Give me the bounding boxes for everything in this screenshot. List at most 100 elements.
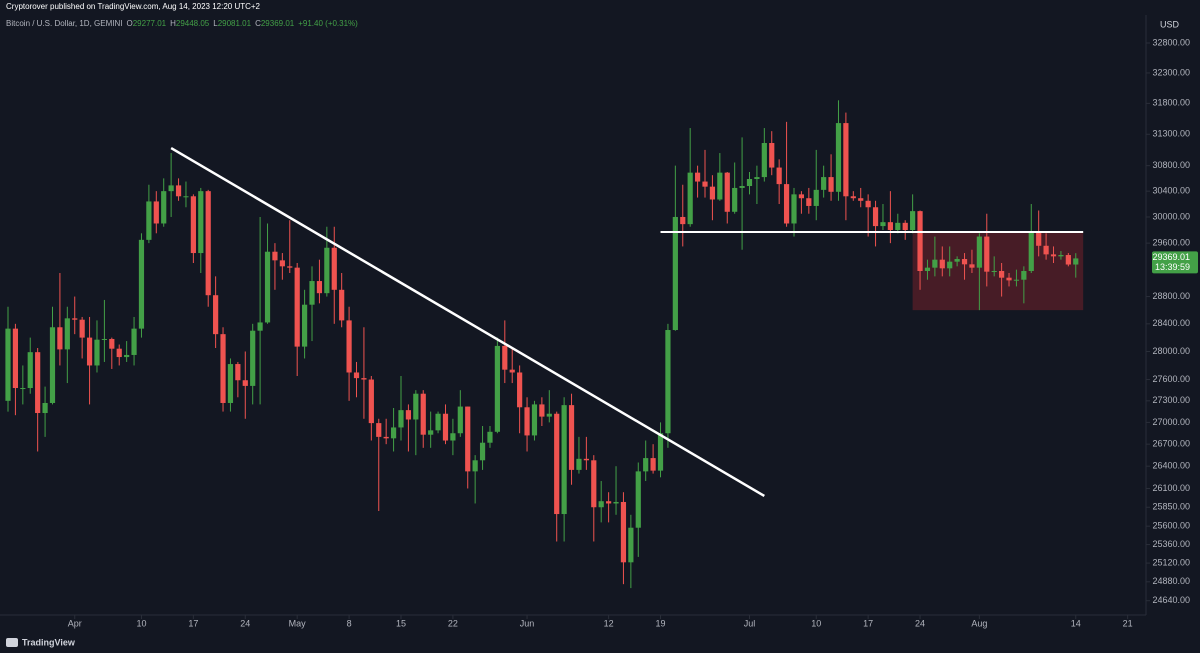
candle-body — [368, 379, 374, 424]
candle-body — [576, 458, 582, 470]
candle-body — [227, 364, 234, 403]
candle-body — [1043, 245, 1049, 255]
candle-body — [606, 501, 612, 504]
candle-body — [86, 337, 93, 366]
candle-body — [183, 196, 189, 198]
x-tick-label: 8 — [347, 618, 352, 628]
y-tick-label: 25120.00 — [1152, 557, 1190, 567]
candle-body — [494, 345, 500, 432]
candle-body — [887, 222, 893, 231]
y-tick-label: 25600.00 — [1152, 521, 1190, 531]
x-tick-label: 10 — [811, 618, 821, 628]
candle-body — [806, 198, 812, 206]
candle-body — [850, 196, 856, 199]
candle-body — [12, 328, 19, 389]
y-tick-label: 26700.00 — [1152, 439, 1190, 449]
candle-body — [376, 423, 382, 437]
candle-body — [798, 194, 805, 199]
y-tick-label: 31300.00 — [1152, 129, 1190, 139]
candle-body — [1073, 258, 1079, 265]
candle-body — [94, 339, 100, 366]
candle-body — [153, 201, 159, 224]
publisher: Cryptorover published on TradingView.com… — [6, 2, 261, 11]
candle-body — [264, 251, 271, 323]
candle-body — [502, 345, 508, 370]
x-tick-label: 22 — [448, 618, 458, 628]
candle-body — [279, 260, 285, 267]
candle-body — [561, 405, 567, 515]
candle-body — [479, 442, 486, 461]
candle-body — [947, 261, 953, 269]
candle-body — [79, 319, 85, 338]
candle-body — [57, 327, 63, 350]
candle-body — [331, 247, 337, 290]
y-tick-label: 28000.00 — [1152, 346, 1190, 356]
range-box — [912, 231, 1084, 311]
candle-body — [116, 348, 122, 358]
y-tick-label: 30400.00 — [1152, 186, 1190, 196]
symbol: Bitcoin / U.S. Dollar, 1D, GEMINI — [6, 19, 122, 28]
candle-body — [932, 259, 938, 268]
candle-body — [124, 354, 130, 358]
y-tick-label: 24640.00 — [1152, 595, 1190, 605]
candle-body — [591, 460, 597, 508]
candle-body — [64, 318, 70, 350]
candle-body — [694, 172, 701, 182]
candle-body — [554, 413, 560, 515]
candle-body — [835, 123, 842, 192]
candle-body — [976, 236, 982, 268]
price-label-bg — [1152, 251, 1198, 274]
price-label: 29369.01 — [1152, 252, 1190, 262]
change: +91.40 (+0.31%) — [298, 19, 358, 28]
candle-body — [361, 378, 367, 380]
y-tick-label: 32300.00 — [1152, 67, 1190, 77]
candle-body — [442, 413, 449, 441]
candle-body — [902, 222, 908, 231]
candle-body — [754, 177, 760, 180]
candle-body — [650, 458, 656, 471]
x-tick-label: Jun — [520, 618, 535, 628]
candle-body — [672, 216, 678, 331]
candle-body — [910, 211, 916, 231]
x-tick-label: 19 — [656, 618, 666, 628]
candle-body — [709, 186, 716, 200]
candle-body — [739, 186, 745, 188]
candle-body — [828, 177, 834, 192]
candle-body — [309, 281, 315, 305]
x-tick-label: 10 — [136, 618, 146, 628]
c-label: C — [255, 19, 261, 28]
candle-body — [858, 198, 864, 201]
candle-body — [131, 328, 137, 355]
candle-body — [598, 501, 604, 508]
candle-body — [353, 372, 360, 379]
candle-body — [665, 330, 671, 434]
candle-body — [413, 393, 419, 420]
candle-body — [1021, 271, 1027, 280]
candle-body — [294, 267, 300, 347]
y-tick-label: 28800.00 — [1152, 291, 1190, 301]
x-tick-label: 17 — [188, 618, 198, 628]
candle-body — [20, 388, 26, 390]
candle-body — [961, 259, 968, 265]
candle-body — [531, 404, 538, 436]
candle-body — [917, 211, 923, 272]
y-tick-label: 32800.00 — [1152, 37, 1190, 47]
y-tick-label: 28400.00 — [1152, 318, 1190, 328]
o-label: O — [126, 19, 132, 28]
x-tick-label: Jul — [744, 618, 756, 628]
candle-body — [643, 458, 649, 472]
candle-body — [5, 328, 11, 401]
trendline — [170, 146, 765, 498]
candle-body — [724, 172, 730, 212]
x-tick-label: 24 — [240, 618, 250, 628]
candle-body — [213, 295, 219, 335]
candle-body — [821, 177, 827, 190]
x-tick-label: 24 — [915, 618, 925, 628]
candle-body — [324, 247, 330, 294]
candle-body — [813, 189, 819, 206]
candle-body — [702, 181, 708, 187]
candle-body — [761, 143, 767, 178]
candle-body — [109, 338, 115, 349]
x-tick-label: Aug — [971, 618, 987, 628]
candle-body — [27, 352, 33, 389]
